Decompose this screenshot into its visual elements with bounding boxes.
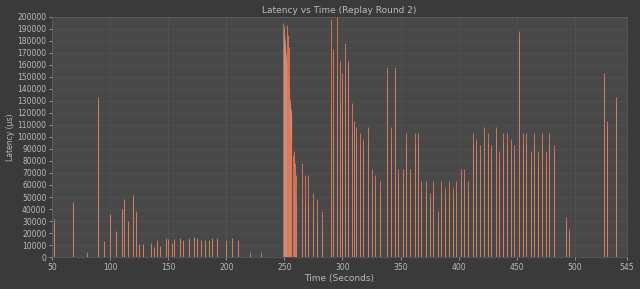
X-axis label: Time (Seconds): Time (Seconds) bbox=[305, 275, 374, 284]
Title: Latency vs Time (Replay Round 2): Latency vs Time (Replay Round 2) bbox=[262, 5, 417, 14]
Y-axis label: Latency (µs): Latency (µs) bbox=[6, 113, 15, 161]
